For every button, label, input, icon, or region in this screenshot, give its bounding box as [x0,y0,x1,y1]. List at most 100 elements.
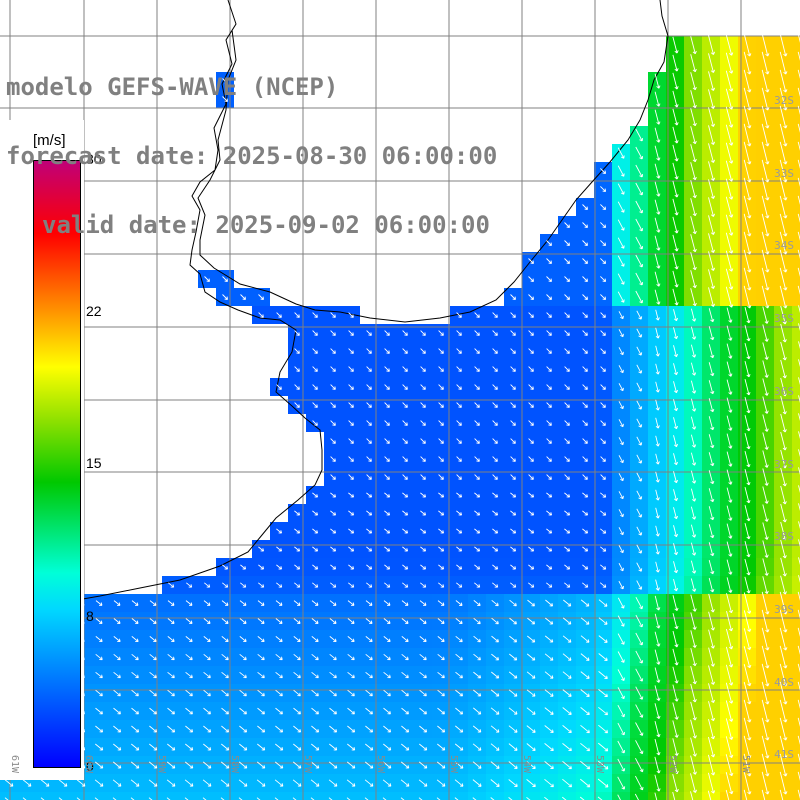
wind-arrow [508,779,518,787]
wind-arrow [690,416,697,430]
wind-cell [36,792,54,800]
wind-arrow [312,582,319,588]
wind-arrow [131,743,140,751]
wind-arrow [275,636,283,643]
wind-arrow [528,312,534,318]
wind-arrow [508,761,518,769]
wind-arrow [797,177,800,187]
wind-arrow [95,689,103,697]
wind-arrow [635,218,644,232]
wind-arrow [762,558,769,576]
wind-arrow [293,618,301,624]
colorbar [33,160,81,768]
wind-arrow [366,402,372,408]
wind-arrow [762,540,769,558]
wind-arrow [725,754,734,777]
wind-arrow [598,635,608,643]
wind-arrow [618,365,624,374]
wind-arrow [617,219,625,231]
wind-cell [792,576,800,594]
wind-arrow [798,575,800,583]
wind-arrow [454,743,464,751]
wind-arrow [582,474,588,480]
wind-cell [792,36,800,54]
wind-arrow [690,362,697,376]
wind-arrow [725,736,734,759]
wind-arrow [635,775,644,791]
wind-arrow [708,611,715,631]
wind-arrow [113,707,121,715]
wind-arrow [798,359,800,367]
wind-arrow [364,797,369,800]
wind-arrow [456,348,462,354]
wind-cell [414,792,432,800]
wind-arrow [618,347,624,356]
wind-arrow [743,177,752,201]
wind-arrow [329,618,337,624]
wind-arrow [526,689,536,697]
wind-arrow [564,294,570,300]
wind-arrow [240,294,246,300]
wind-arrow [655,507,660,519]
wind-cell [792,720,800,738]
wind-arrow [472,761,482,769]
wind-arrow [312,366,318,372]
wind-arrow [293,707,301,715]
wind-arrow [725,70,734,92]
wind-arrow [690,773,698,793]
wind-arrow [779,33,788,57]
wind-arrow [600,438,606,444]
wind-arrow [744,378,751,396]
wind-arrow [168,582,175,588]
wind-arrow [437,725,446,733]
wind-arrow [312,312,318,318]
wind-arrow [546,276,552,282]
wind-cell [270,792,288,800]
wind-arrow [743,69,752,93]
wind-arrow [618,401,624,410]
wind-arrow [726,487,733,503]
wind-arrow [402,474,408,480]
wind-arrow [743,735,752,759]
wind-arrow [598,599,608,607]
wind-arrow [527,635,536,643]
wind-arrow [384,438,390,444]
wind-arrow [582,348,588,354]
wind-arrow [455,635,463,643]
wind-arrow [761,141,770,165]
wind-arrow [510,438,516,444]
wind-arrow [761,717,770,741]
wind-arrow [797,87,800,97]
wind-arrow [40,797,45,800]
wind-arrow [672,216,679,234]
wind-arrow [654,181,661,197]
wind-arrow [761,249,770,273]
wind-arrow [22,797,27,800]
wind-arrow [582,528,589,534]
wind-arrow [474,528,481,534]
wind-arrow [508,743,518,751]
wind-arrow [4,779,14,787]
wind-arrow [743,213,752,237]
wind-arrow [256,761,266,769]
wind-arrow [708,179,716,199]
wind-arrow [690,398,697,412]
wind-arrow [544,743,554,752]
wind-arrow [762,486,769,504]
wind-arrow [221,671,229,679]
wind-arrow [275,618,283,624]
wind-cell [792,270,800,288]
wind-arrow [546,384,552,390]
wind-arrow [707,772,716,794]
wind-arrow [257,689,265,697]
wind-cell [126,792,144,800]
wind-arrow [113,600,121,606]
wind-arrow [330,546,337,552]
wind-arrow [293,653,301,661]
wind-arrow [347,707,355,715]
wind-cell [360,792,378,800]
wind-arrow [798,323,800,331]
wind-arrow [76,779,86,787]
wind-arrow [528,402,534,408]
wind-arrow [185,743,194,751]
